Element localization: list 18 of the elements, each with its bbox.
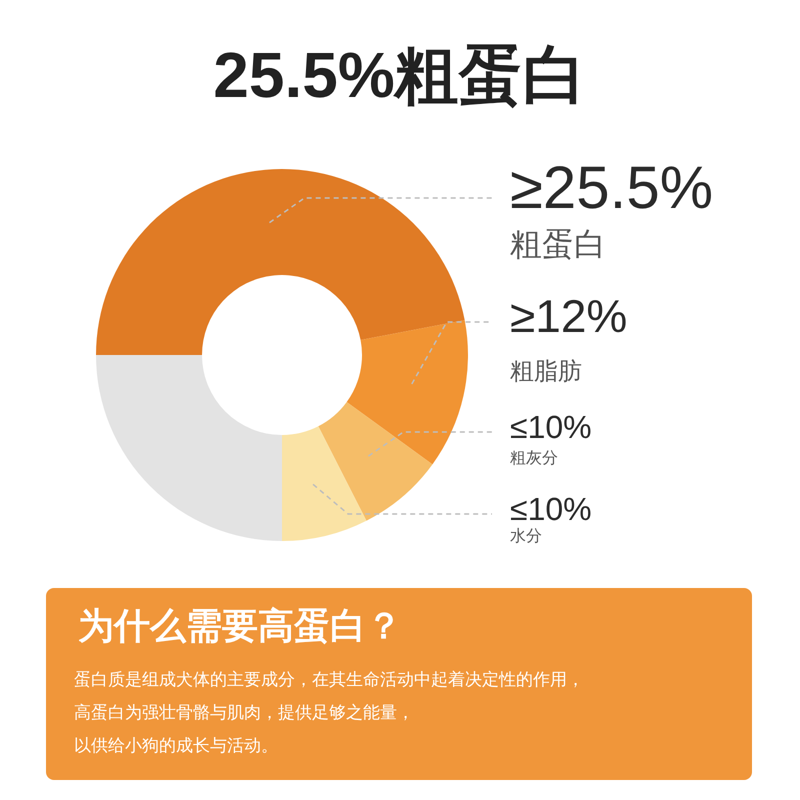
text: 蛋白质是组成犬体的主要成分，在其生命活动中起着决定性的作用， bbox=[74, 669, 585, 691]
donut-slice bbox=[96, 355, 282, 541]
chart-title: 25.5%粗蛋白 bbox=[213, 39, 587, 111]
slice-label: 粗灰分 bbox=[510, 450, 558, 467]
donut-slice bbox=[282, 426, 366, 541]
donut-slice bbox=[346, 320, 468, 464]
text: 以供给小狗的成长与活动。 bbox=[74, 735, 279, 757]
data-label: ≥12% bbox=[510, 290, 628, 342]
text: 高蛋白为强壮骨骼与肌肉，提供足够之能量， bbox=[74, 702, 415, 724]
slice-label: 粗脂肪 bbox=[510, 358, 582, 385]
data-label: ≤10% bbox=[510, 409, 592, 445]
slice-label: 水分 bbox=[510, 527, 542, 545]
slice-label: 粗蛋白 bbox=[510, 226, 606, 262]
text: 为什么需要高蛋白？ bbox=[78, 604, 403, 648]
donut-slice bbox=[318, 402, 432, 521]
donut-slice bbox=[96, 169, 465, 355]
data-label: ≥25.5% bbox=[510, 154, 714, 221]
data-label: ≤10% bbox=[510, 491, 592, 527]
